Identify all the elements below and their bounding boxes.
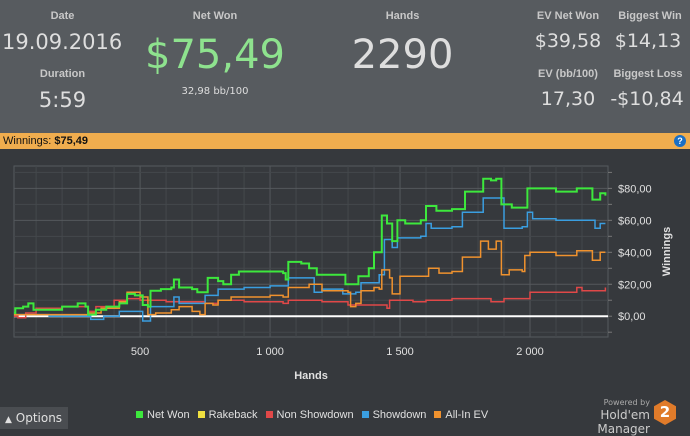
net-won-value: $75,49 xyxy=(145,32,285,78)
ev-bb-label: EV (bb/100) xyxy=(538,68,598,80)
y-tick-label: $80,00 xyxy=(618,183,652,195)
winnings-label: Winnings: xyxy=(3,135,55,147)
date-label: Date xyxy=(50,10,75,22)
legend-net-won[interactable]: Net Won xyxy=(136,409,190,421)
legend-all-in-ev[interactable]: All-In EV xyxy=(434,409,488,421)
y-tick-label: $20,00 xyxy=(618,279,652,291)
x-tick-label: 500 xyxy=(131,346,149,358)
help-icon[interactable]: ? xyxy=(674,135,686,147)
winnings-value: $75,49 xyxy=(54,135,89,147)
hands-label: Hands xyxy=(385,10,420,22)
biggest-loss-value: -$10,84 xyxy=(610,88,684,110)
date-value: 19.09.2016 xyxy=(2,30,123,54)
winnings-bar: Winnings: $75,49 ? xyxy=(0,133,690,149)
y-tick-label: $0,00 xyxy=(618,311,646,323)
options-label: Options xyxy=(15,411,63,425)
x-tick-label: 1 000 xyxy=(256,346,284,358)
ev-net-won-value: $39,58 xyxy=(534,30,602,52)
duration-label: Duration xyxy=(39,68,86,80)
hm2-logo: 2 xyxy=(654,400,676,425)
chevron-up-icon: ▲ xyxy=(5,415,12,425)
legend-rakeback[interactable]: Rakeback xyxy=(197,409,258,421)
biggest-win-label: Biggest Win xyxy=(618,10,682,22)
brand-name: Hold'em Manager xyxy=(597,408,650,436)
y-axis-label: Winnings xyxy=(661,227,673,276)
duration-value: 5:59 xyxy=(38,88,87,112)
hands-value: 2290 xyxy=(351,32,454,78)
series-net-won xyxy=(14,177,607,316)
x-axis-label: Hands xyxy=(294,370,328,382)
net-won-label: Net Won xyxy=(192,10,238,22)
winnings-chart: 500 1 000 1 500 2 000 $0,00 $20,00 $40,00 $60,0… xyxy=(13,165,673,382)
ev-net-won-label: EV Net Won xyxy=(536,10,600,22)
y-tick-label: $60,00 xyxy=(618,215,652,227)
legend-showdown[interactable]: Showdown xyxy=(361,409,426,421)
series-all-in-ev xyxy=(14,240,606,316)
series-showdown xyxy=(14,197,606,322)
plot-area xyxy=(13,165,609,338)
series-non-showdown xyxy=(14,286,607,319)
options-button[interactable]: ▲ Options xyxy=(0,407,68,429)
x-tick-label: 2 000 xyxy=(516,346,544,358)
x-tick-label: 1 500 xyxy=(386,346,414,358)
biggest-loss-label: Biggest Loss xyxy=(613,68,683,80)
legend-non-showdown[interactable]: Non Showdown xyxy=(265,409,354,421)
bb100-value: 32,98 bb/100 xyxy=(181,86,249,97)
ev-bb-value: 17,30 xyxy=(540,88,596,110)
stats-header: Date 19.09.2016 Duration 5:59 Net Won $7… xyxy=(0,0,690,133)
powered-by: Powered by xyxy=(603,398,650,407)
y-tick-label: $40,00 xyxy=(618,247,652,259)
chart-legend: Net Won Rakeback Non Showdown Showdown A… xyxy=(136,409,488,421)
biggest-win-value: $14,13 xyxy=(614,30,682,52)
